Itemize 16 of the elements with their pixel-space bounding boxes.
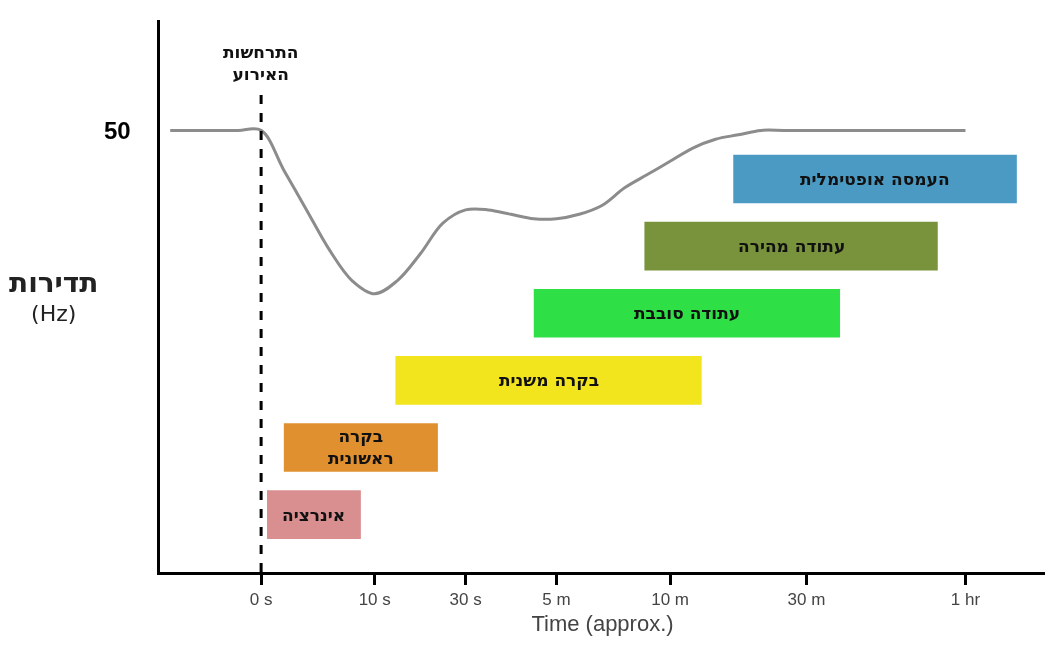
x-tick-label: 30 s [449, 590, 482, 610]
x-tick-label: 0 s [249, 590, 273, 610]
x-tick-label: 10 s [358, 590, 391, 610]
x-tick-label: 1 hr [950, 590, 981, 610]
annotation: אינרציה [282, 505, 346, 525]
text: 50 [104, 117, 131, 144]
annotation: עתודה סובבת [634, 303, 741, 323]
annotation: עתודה מהירה [738, 236, 846, 256]
annotation: בקרה משנית [499, 370, 600, 390]
x-axis-title: Time (approx.) [531, 611, 674, 637]
ref-line-label: התרחשות האירוע [223, 42, 299, 85]
annotation: העמסה אופטימלית [800, 169, 950, 189]
x-tick-label: 5 m [542, 590, 571, 610]
x-tick-label: 30 m [787, 590, 826, 610]
x-tick-label: 10 m [651, 590, 689, 610]
annotation: בקרה ראשונית [328, 426, 394, 469]
